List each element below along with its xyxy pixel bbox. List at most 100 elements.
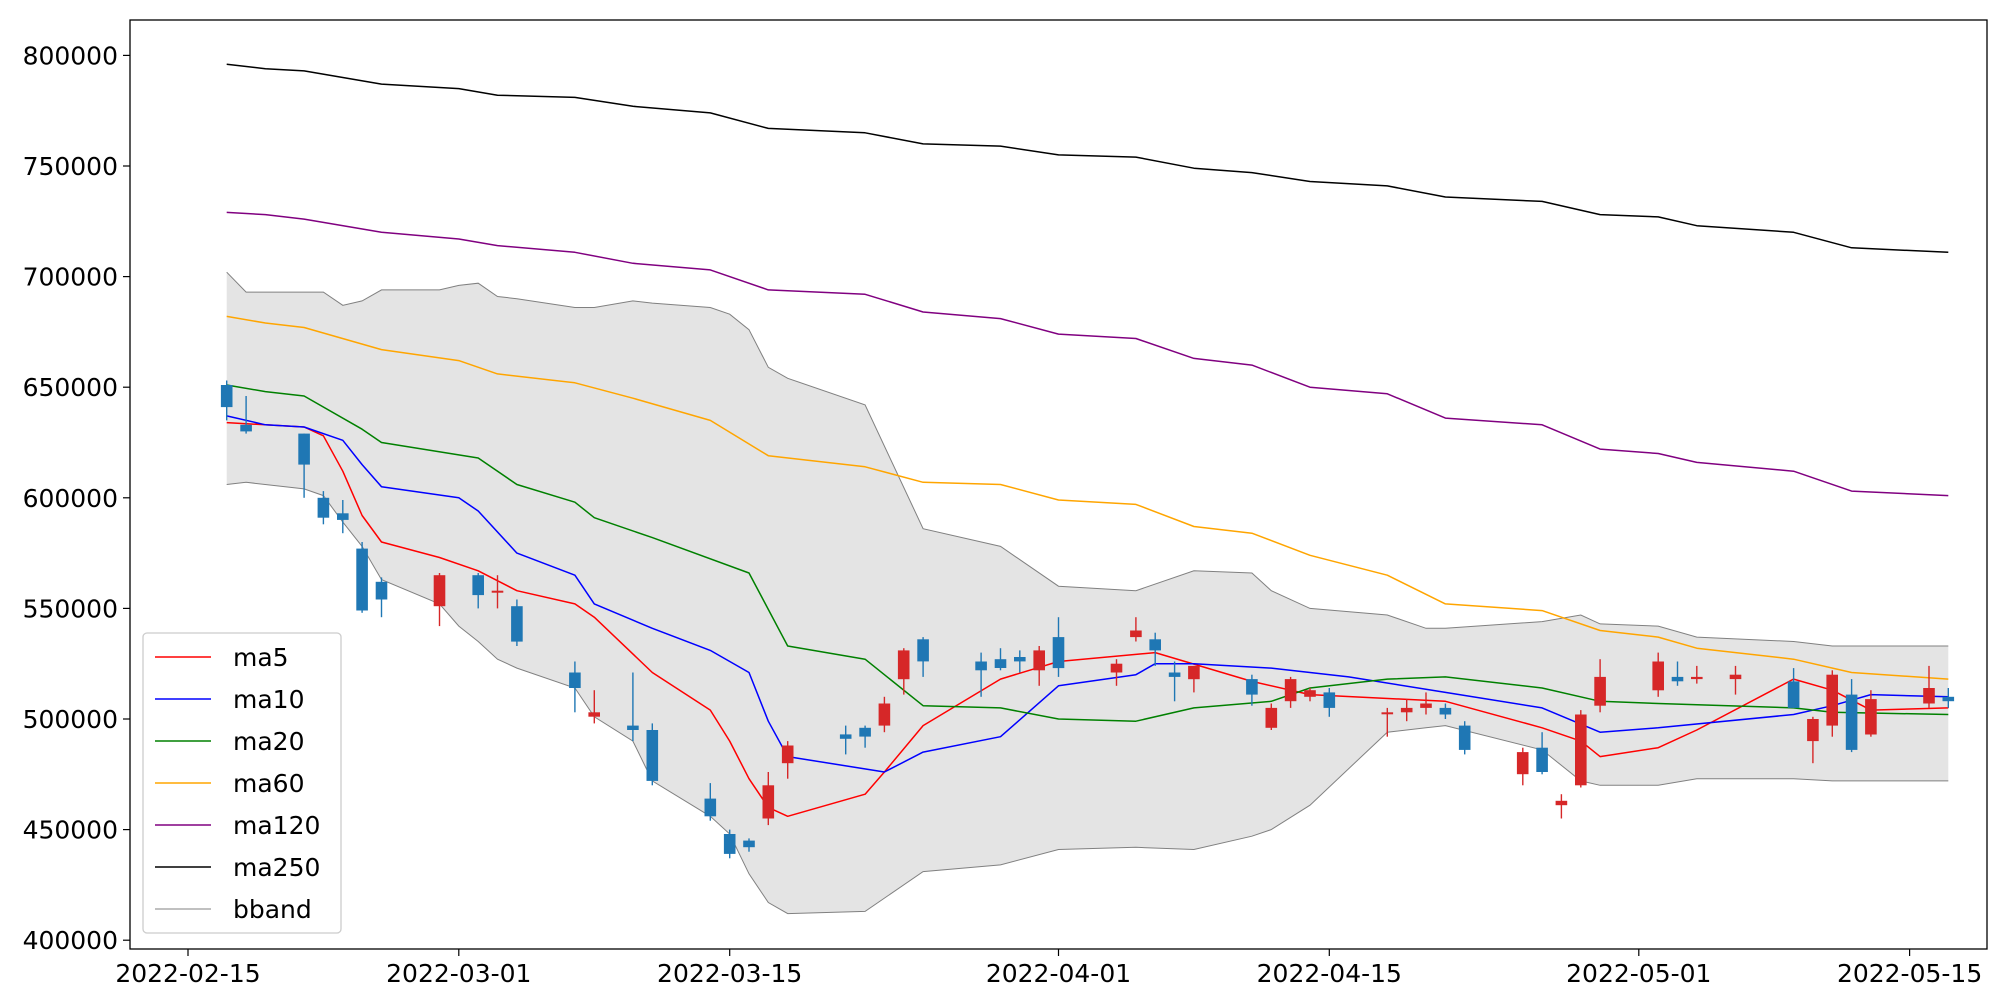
candle-body [1807, 719, 1819, 742]
ma5-line [226, 421, 1949, 818]
candle [994, 648, 1007, 671]
candle-body [588, 712, 600, 717]
bband-lower-line [226, 481, 1949, 915]
candle [588, 690, 600, 724]
candle [1439, 703, 1452, 719]
candle [472, 573, 484, 609]
ma60-line [226, 315, 1949, 680]
candle-body [337, 513, 349, 520]
candle-body [1923, 688, 1935, 704]
candle-body [1420, 703, 1432, 708]
bband-upper-line [226, 271, 1949, 647]
y-tick-label: 500000 [23, 705, 118, 734]
ma120-line [226, 211, 1949, 497]
candle [1420, 692, 1432, 715]
candle-body [1555, 800, 1568, 806]
candle [1671, 661, 1684, 686]
candle-body [569, 672, 581, 688]
moving-average-lines [226, 63, 1949, 818]
legend-item-bband: bband [155, 895, 312, 924]
candle [1168, 661, 1181, 702]
candle-body [511, 606, 523, 642]
candle [1942, 688, 1955, 708]
candle [859, 725, 871, 748]
candle-body [317, 497, 330, 518]
candle-body [1188, 665, 1200, 680]
candle-body [1439, 707, 1452, 715]
legend-item-ma20: ma20 [155, 727, 304, 756]
legend-label: ma60 [233, 769, 304, 798]
candle [1246, 674, 1258, 706]
candle-body [1691, 676, 1703, 680]
candle-body [646, 730, 659, 781]
legend-item-ma120: ma120 [155, 811, 320, 840]
legend-label: ma250 [233, 853, 320, 882]
candle-body [375, 581, 388, 600]
candle [1149, 632, 1161, 666]
candle [1014, 650, 1026, 673]
candle [356, 542, 368, 613]
candle-body [298, 433, 310, 465]
candle-body [762, 785, 775, 819]
candle-body [1942, 696, 1955, 702]
legend-label: ma5 [233, 643, 289, 672]
candle [723, 829, 736, 859]
candle [1458, 721, 1471, 755]
candle [298, 433, 310, 498]
candle [511, 599, 523, 646]
candle-body [1381, 712, 1394, 715]
legend-label: ma10 [233, 685, 304, 714]
candle-body [1671, 676, 1684, 682]
candle [1110, 659, 1123, 686]
candle [627, 672, 639, 742]
candle-body [1246, 679, 1258, 695]
candle-body [1594, 676, 1606, 706]
candle [1323, 688, 1336, 717]
candle [1923, 665, 1935, 708]
y-tick-label: 400000 [23, 926, 118, 955]
candle [1516, 747, 1529, 786]
candle-body [240, 424, 252, 432]
candle [897, 648, 910, 695]
candle-body [1787, 681, 1800, 708]
candle-body [472, 575, 484, 596]
candle-body [897, 650, 910, 680]
candle [1052, 617, 1065, 677]
x-axis: 2022-02-15 2022-03-01 2022-03-15 2022-04-01… [115, 949, 1982, 988]
candle [1575, 710, 1587, 788]
x-tick-label: 2022-03-15 [657, 959, 802, 988]
y-tick-label: 550000 [23, 594, 118, 623]
candle [1555, 794, 1568, 819]
candle [1845, 679, 1858, 753]
candle [1787, 668, 1800, 708]
candle-body [1265, 707, 1278, 728]
x-tick-label: 2022-02-15 [115, 959, 260, 988]
candle-body [1323, 692, 1336, 708]
candle [1381, 707, 1394, 737]
candle [1284, 676, 1297, 708]
candle-body [1575, 714, 1587, 786]
candle [878, 696, 891, 733]
candle-body [1110, 663, 1123, 673]
y-tick-label: 650000 [23, 373, 118, 402]
candle-body [994, 659, 1007, 668]
candle-body [704, 798, 717, 817]
legend-label: ma120 [233, 811, 320, 840]
candle-body [781, 745, 794, 764]
legend-label: bband [233, 895, 312, 924]
candle-body [1014, 657, 1026, 662]
candle-body [1865, 699, 1877, 735]
candle-body [723, 834, 736, 854]
candle [1729, 665, 1742, 695]
candle [491, 575, 504, 609]
candle [1691, 665, 1703, 684]
candle-body [433, 575, 446, 607]
candle [1033, 646, 1045, 686]
candle-body [1826, 674, 1838, 726]
candle [317, 491, 330, 525]
candle-body [1516, 752, 1529, 775]
candle [1265, 703, 1278, 730]
candle-body [491, 590, 504, 593]
x-tick-label: 2022-05-01 [1566, 959, 1711, 988]
candle-body [1130, 630, 1142, 638]
